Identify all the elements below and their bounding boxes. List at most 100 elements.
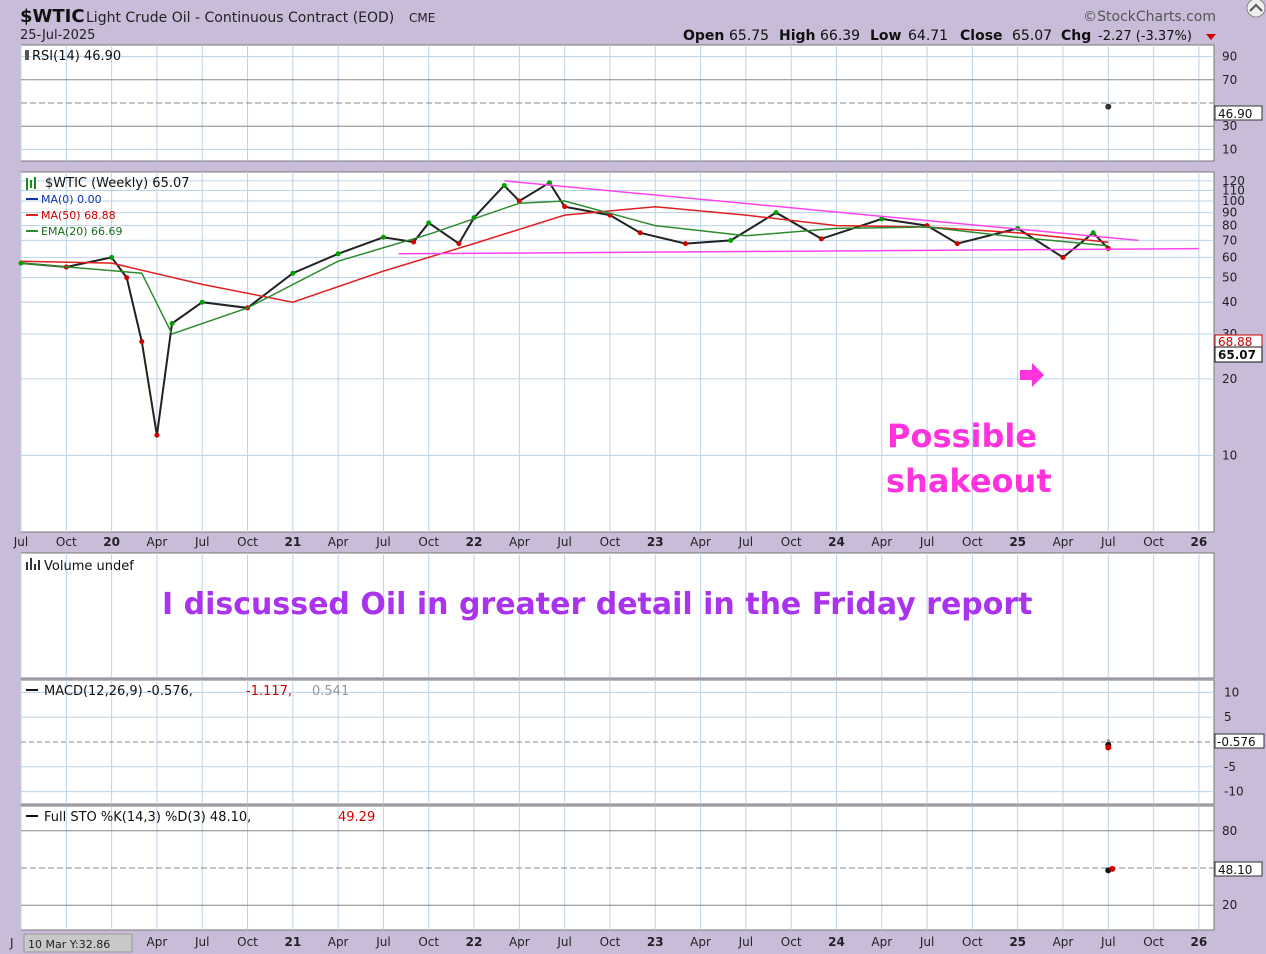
tick-labels: 12011010090807060504030201090703010105-5… (13, 50, 1245, 949)
price-point (426, 220, 432, 226)
annotation-note: I discussed Oil in greater detail in the… (162, 587, 1033, 622)
price-point (290, 270, 296, 276)
chg-label: Chg (1061, 28, 1091, 44)
price-tick-label: 110 (1222, 183, 1245, 197)
x-axis-label: Apr (871, 935, 892, 949)
x-axis-label: Oct (781, 535, 802, 549)
price-point (682, 241, 688, 247)
close-value: 65.07 (1012, 28, 1052, 44)
volume-panel-bg (20, 552, 1215, 679)
scroll-button[interactable] (1246, 0, 1266, 18)
price-tick-label: 100 (1222, 194, 1245, 208)
x-axis-label: Apr (690, 935, 711, 949)
volume-icon (26, 558, 40, 570)
price-point (335, 251, 341, 257)
x-axis-label: Oct (781, 935, 802, 949)
x-axis-label: Apr (328, 935, 349, 949)
price-tick-label: 80 (1222, 219, 1237, 233)
trendline (504, 180, 1139, 242)
sto-label: Full STO %K(14,3) %D(3) 48.10, 49.29 (26, 810, 375, 825)
x-axis-label: Apr (509, 535, 530, 549)
price-tick-label: 120 (1222, 174, 1245, 188)
price-point (879, 216, 885, 222)
x-axis-label: Jul (375, 935, 390, 949)
exchange-label: CME (409, 11, 435, 25)
price-point (562, 204, 568, 210)
annotation-shakeout: shakeout (886, 462, 1052, 500)
x-axis-label: Apr (147, 535, 168, 549)
sto-tick-label: 80 (1222, 824, 1237, 838)
chg-value: -2.27 (-3.37%) (1098, 29, 1192, 44)
rsi-last-point (1105, 103, 1112, 110)
x-axis-label: Apr (1053, 535, 1074, 549)
x-axis-label: Jul (194, 935, 209, 949)
low-label: Low (870, 28, 902, 44)
x-axis-label: Jul (375, 535, 390, 549)
x-axis-label: 22 (466, 535, 483, 549)
price-point (637, 230, 643, 236)
price-tick-label: 60 (1222, 250, 1237, 264)
series-layer (18, 103, 1199, 874)
x-axis-label: Jul (919, 535, 934, 549)
x-axis-label: Oct (600, 535, 621, 549)
x-axis-label: Oct (237, 935, 258, 949)
macd-value-box (1214, 733, 1265, 749)
x-axis-label: Oct (418, 935, 439, 949)
open-label: Open (683, 28, 724, 44)
price-tick-label: 10 (1222, 448, 1237, 462)
quote-bar: Open 65.75 High 66.39 Low 64.71 Close 65… (683, 28, 1192, 44)
macd-value: -0.576 (1217, 735, 1256, 749)
sto-d-last-point (1109, 865, 1116, 872)
x-axis-label: 20 (103, 535, 120, 549)
shakeout-arrow-icon (1020, 363, 1044, 387)
x-axis-label: 24 (828, 535, 845, 549)
x-axis-label: Oct (418, 535, 439, 549)
x-axis-label: Oct (1143, 535, 1164, 549)
macd-signal-last-point (1105, 744, 1112, 751)
price-point (154, 432, 160, 438)
x-axis-label: 24 (828, 935, 845, 949)
x-axis-label: Apr (690, 535, 711, 549)
price-point (380, 234, 386, 240)
open-value: 65.75 (729, 28, 769, 44)
price-point (456, 241, 462, 247)
macd-label-hist: 0.541 (312, 684, 349, 699)
x-axis-label: Jul (194, 535, 209, 549)
price-point (728, 237, 734, 243)
price-point (411, 239, 417, 245)
sto-value-box (1214, 861, 1263, 877)
price-tick-label: 20 (1222, 372, 1237, 386)
price-point (773, 210, 779, 216)
cursor-readout: 10 Mar Y:32.86 (28, 938, 110, 951)
price-point (169, 320, 175, 326)
chg-down-arrow-icon (1206, 34, 1216, 40)
price-legend-main: $WTIC (Weekly) 65.07 (45, 176, 190, 191)
volume-label: Volume undef (44, 559, 134, 574)
x-axis-label: 23 (647, 535, 664, 549)
x-axis-label: 21 (284, 935, 301, 949)
x-axis-label: Jul (556, 535, 571, 549)
x-axis-label: Oct (1143, 935, 1164, 949)
macd-label-signal: -1.117, (246, 684, 292, 699)
macd-hist-last-bar (1106, 739, 1110, 742)
brand-label: ©StockCharts.com (1083, 9, 1216, 25)
rsi-tick-label: 90 (1222, 50, 1237, 64)
date-label: 25-Jul-2025 (20, 28, 95, 43)
price-point (139, 339, 145, 345)
ma50-value: 68.88 (1218, 335, 1252, 349)
x-axis-label: 25 (1009, 535, 1026, 549)
price-point (109, 254, 115, 260)
macd-label-main: MACD(12,26,9) -0.576, (44, 684, 193, 699)
symbol-title: $WTIC (20, 6, 85, 27)
price-point (124, 275, 130, 281)
x-axis-label: Apr (147, 935, 168, 949)
price-point (199, 299, 205, 305)
x-axis-label: Apr (328, 535, 349, 549)
rsi-value-box (1214, 105, 1263, 121)
high-value: 66.39 (820, 28, 860, 44)
x-axis-label: 22 (466, 935, 483, 949)
x-axis-label: Apr (871, 535, 892, 549)
rsi-icon (25, 50, 29, 60)
grid-lines (20, 45, 1214, 930)
